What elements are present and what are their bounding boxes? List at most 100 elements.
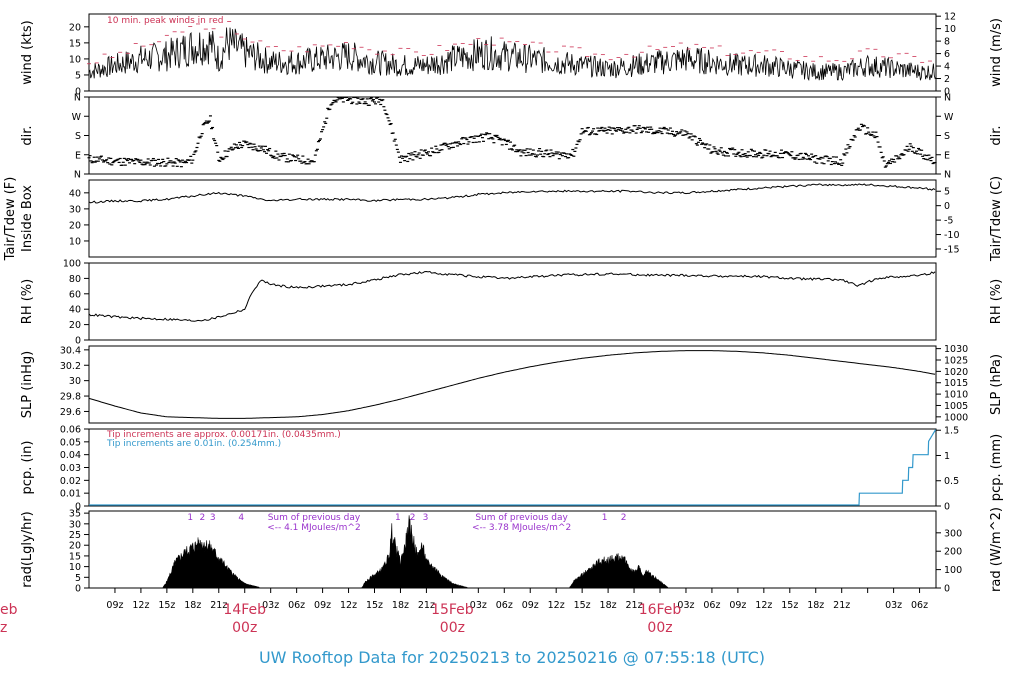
y-tick-label: 29.6 [60, 407, 81, 418]
y-tick-label: 10 [69, 236, 81, 247]
y-right-tick-label: -15 [944, 244, 960, 255]
y-right-tick-label: 1010 [944, 390, 968, 401]
y-tick-label: 0 [75, 584, 81, 595]
hour-marker: 1 [602, 513, 608, 523]
y-axis-label-right: RH (%) [989, 279, 1004, 324]
y-right-tick-label: 1005 [944, 401, 968, 412]
x-tick-label: 18z [807, 600, 824, 611]
y-tick-label: 15 [69, 38, 81, 49]
panel-frame [88, 345, 937, 424]
y-tick-label: 30.4 [60, 345, 81, 356]
y-right-tick-label: 1020 [944, 367, 968, 378]
hour-marker: 3 [423, 513, 429, 523]
y-axis-label-right: wind (m/s) [989, 18, 1004, 87]
x-tick-label: 21z [833, 600, 850, 611]
y-right-tick-label: N [944, 170, 951, 181]
y-right-tick-label: 10 [944, 24, 956, 35]
x-tick-label: 12z [132, 600, 149, 611]
y-axis-label: Tair/Tdew (F) [3, 177, 18, 262]
y-tick-label: 5 [75, 70, 81, 81]
x-tick-label: 12z [548, 600, 565, 611]
y-axis-label: rad(Lgly/hr) [20, 511, 35, 587]
radiation-sum-value: <-- 4.1 MJoules/m^2 [267, 523, 361, 533]
y-tick-label: 0.02 [60, 476, 81, 487]
x-tick-label: 06z [703, 600, 720, 611]
panel-temperature: 10 20 30 40 -15 -10 -5 0 5 Tair/Tdew (F) Inside Bo… [3, 176, 1004, 262]
radiation-sum-value: <-- 3.78 MJoules/m^2 [472, 523, 571, 533]
panel-frame [88, 13, 937, 92]
x-tick-label: 03z [262, 600, 279, 611]
y-right-tick-label: 100 [944, 565, 962, 576]
y-right-tick-label: 1015 [944, 378, 968, 389]
x-tick-label: 12z [340, 600, 357, 611]
x-tick-label: 18z [392, 600, 409, 611]
y-right-tick-label: 0 [944, 201, 950, 212]
y-tick-label: 35 [69, 509, 81, 520]
y-tick-label: 25 [69, 530, 81, 541]
chart-footer-title: UW Rooftop Data for 20250213 to 20250216… [258, 648, 766, 667]
hour-marker: 4 [238, 513, 244, 523]
y-tick-label: 40 [69, 188, 81, 199]
y-tick-label: 40 [69, 305, 81, 316]
x-tick-label: 09z [106, 600, 123, 611]
hour-marker: 2 [199, 513, 205, 523]
y-tick-label: 10 [69, 54, 81, 65]
y-right-tick-label: W [944, 112, 954, 123]
y-right-tick-label: 0 [944, 87, 950, 98]
x-tick-label: 18z [184, 600, 201, 611]
y-tick-label: 20 [69, 22, 81, 33]
date-label-hour: 00z [232, 620, 257, 636]
x-tick-label: 03z [470, 600, 487, 611]
y-tick-label: S [75, 131, 81, 142]
y-tick-label: 30 [69, 519, 81, 530]
y-tick-label: 15 [69, 551, 81, 562]
date-label-edge-day: eb [0, 602, 18, 618]
y-tick-label: E [75, 150, 81, 161]
y-right-tick-label: S [944, 131, 950, 142]
y-tick-label: 20 [69, 541, 81, 552]
y-right-tick-label: 300 [944, 528, 962, 539]
y-right-tick-label: 4 [944, 62, 950, 73]
y-right-tick-label: N [944, 93, 951, 104]
x-tick-label: 06z [288, 600, 305, 611]
y-axis-label: SLP (inHg) [20, 351, 35, 419]
x-tick-label: 21z [626, 600, 643, 611]
y-axis-label-right: dir. [989, 125, 1004, 145]
x-tick-label: 09z [314, 600, 331, 611]
x-tick-label: 12z [755, 600, 772, 611]
y-axis-label-2: Inside Box [20, 185, 35, 252]
y-tick-label: N [74, 93, 81, 104]
hour-marker: 2 [410, 513, 416, 523]
pcp-coarse-annotation: Tip increments are 0.01in. (0.254mm.) [106, 439, 281, 449]
x-tick-label: 09z [729, 600, 746, 611]
y-tick-label: 0.05 [60, 437, 81, 448]
date-label-hour: 00z [440, 620, 465, 636]
date-label-hour: 00z [647, 620, 672, 636]
y-tick-label: 20 [69, 220, 81, 231]
panel-frame [88, 179, 937, 258]
y-right-tick-label: -10 [944, 230, 960, 241]
x-tick-label: 15z [366, 600, 383, 611]
y-axis-label: wind (kts) [20, 20, 35, 84]
y-tick-label: 0.04 [60, 450, 81, 461]
y-tick-label: 5 [75, 573, 81, 584]
peak-wind-annotation: 10 min. peak winds in red [107, 16, 224, 26]
x-tick-label: 18z [600, 600, 617, 611]
y-tick-label: 30 [69, 376, 81, 387]
y-right-tick-label: 8 [944, 37, 950, 48]
y-axis-label-right: Tair/Tdew (C) [989, 176, 1004, 262]
hour-marker: 1 [395, 513, 401, 523]
date-label-day: 16Feb [639, 602, 682, 618]
y-tick-label: 20 [69, 320, 81, 331]
y-tick-label: 0 [75, 502, 81, 513]
panel-frame [88, 262, 937, 341]
y-tick-label: 30.2 [60, 361, 81, 372]
x-tick-label: 15z [574, 600, 591, 611]
y-tick-label: 0.01 [60, 489, 81, 500]
y-axis-label-right: SLP (hPa) [989, 354, 1004, 415]
y-tick-label: W [72, 112, 82, 123]
